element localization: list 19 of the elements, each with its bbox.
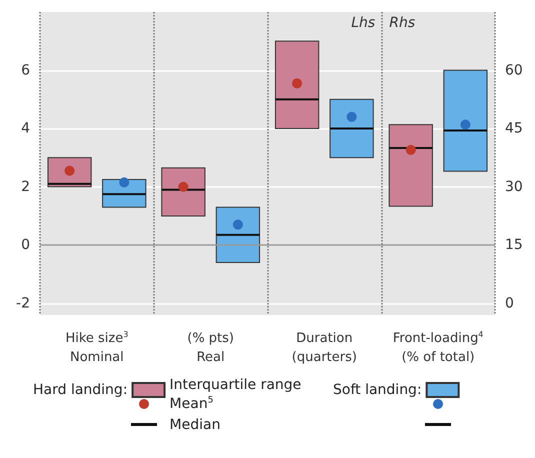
y2-tick-label: 45 bbox=[505, 120, 523, 137]
text: Interquartile range bbox=[170, 376, 302, 394]
y2-tick-label: 30 bbox=[505, 178, 523, 195]
x-tick-label: (% pts) Real bbox=[187, 331, 234, 365]
legend-label: Hard landing: bbox=[32, 382, 128, 398]
x-tick-label: Duration (quarters) bbox=[292, 331, 357, 365]
y2-tick-label: 15 bbox=[505, 237, 523, 254]
y-tick-label: 6 bbox=[21, 62, 30, 78]
text: Mean$^{5}$ bbox=[170, 395, 214, 413]
text: Median bbox=[170, 416, 220, 434]
y-tick-label: 0 bbox=[21, 237, 30, 254]
y-tick-label: -2 bbox=[16, 295, 30, 312]
y2-tick-label: 0 bbox=[505, 295, 514, 312]
legend-label: Soft landing: bbox=[332, 382, 422, 398]
annotation: Lhs bbox=[351, 15, 376, 31]
y2-tick-label: 60 bbox=[505, 62, 523, 78]
y-tick-label: 2 bbox=[21, 178, 30, 195]
y-tick-label: 4 bbox=[21, 120, 30, 137]
annotation: Rhs bbox=[389, 15, 416, 31]
